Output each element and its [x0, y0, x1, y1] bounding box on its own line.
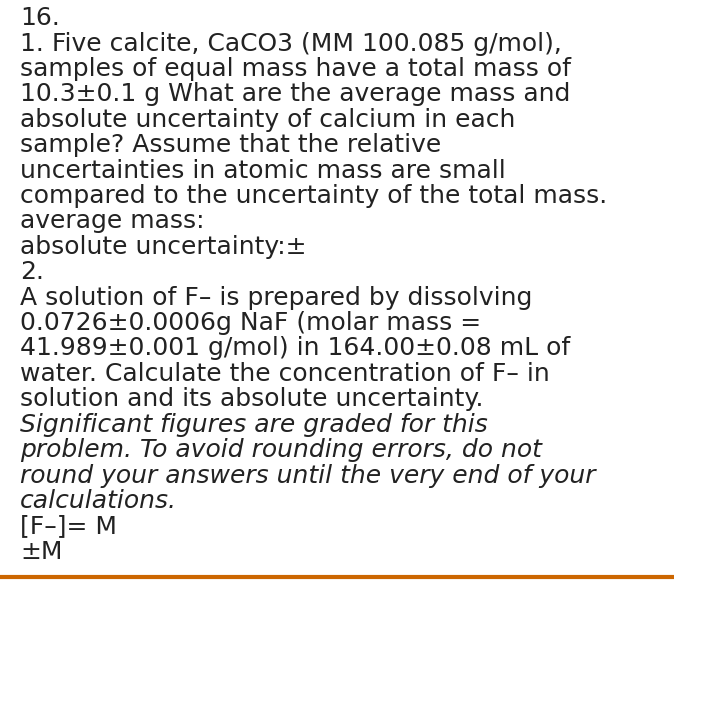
- Text: 16.: 16.: [20, 6, 60, 30]
- Text: 0.0726±0.0006g NaF (molar mass =: 0.0726±0.0006g NaF (molar mass =: [20, 311, 482, 335]
- Text: [F–]= M: [F–]= M: [20, 514, 117, 539]
- Text: Significant figures are graded for this: Significant figures are graded for this: [20, 412, 488, 437]
- Text: 41.989±0.001 g/mol) in 164.00±0.08 mL of: 41.989±0.001 g/mol) in 164.00±0.08 mL of: [20, 336, 570, 361]
- Text: 10.3±0.1 g What are the average mass and: 10.3±0.1 g What are the average mass and: [20, 82, 570, 107]
- Text: problem. To avoid rounding errors, do not: problem. To avoid rounding errors, do no…: [20, 438, 542, 462]
- Text: 2.: 2.: [20, 260, 44, 285]
- Text: round your answers until the very end of your: round your answers until the very end of…: [20, 463, 595, 488]
- Text: water. Calculate the concentration of F– in: water. Calculate the concentration of F–…: [20, 362, 550, 386]
- Text: compared to the uncertainty of the total mass.: compared to the uncertainty of the total…: [20, 184, 608, 208]
- Text: calculations.: calculations.: [20, 489, 177, 513]
- Text: uncertainties in atomic mass are small: uncertainties in atomic mass are small: [20, 158, 506, 183]
- Text: A solution of F– is prepared by dissolving: A solution of F– is prepared by dissolvi…: [20, 285, 533, 310]
- Text: solution and its absolute uncertainty.: solution and its absolute uncertainty.: [20, 387, 484, 412]
- Text: 1. Five calcite, CaCO3 (MM 100.085 g/mol),: 1. Five calcite, CaCO3 (MM 100.085 g/mol…: [20, 31, 562, 56]
- Text: sample? Assume that the relative: sample? Assume that the relative: [20, 133, 441, 158]
- Text: ±M: ±M: [20, 539, 63, 564]
- Text: samples of equal mass have a total mass of: samples of equal mass have a total mass …: [20, 57, 571, 81]
- Text: absolute uncertainty of calcium in each: absolute uncertainty of calcium in each: [20, 107, 516, 132]
- Text: absolute uncertainty:±: absolute uncertainty:±: [20, 234, 307, 259]
- Text: average mass:: average mass:: [20, 209, 204, 234]
